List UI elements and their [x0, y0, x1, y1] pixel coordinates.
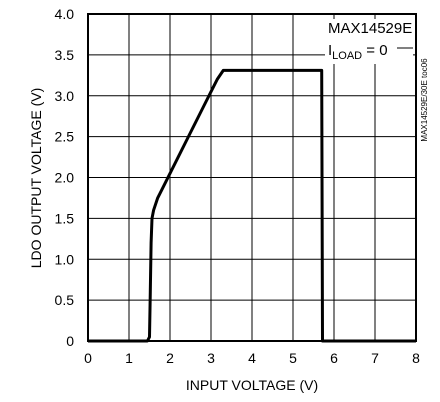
x-tick-label: 6: [330, 350, 338, 366]
x-tick-label: 7: [371, 350, 379, 366]
y-tick-label: 3.0: [55, 88, 75, 104]
x-tick-label: 3: [207, 350, 215, 366]
x-tick-label: 0: [84, 350, 92, 366]
y-axis-label: LDO OUTPUT VOLTAGE (V): [28, 88, 44, 268]
y-tick-label: 2.0: [55, 170, 75, 186]
condition-main: I: [328, 42, 332, 59]
x-axis-label: INPUT VOLTAGE (V): [186, 377, 318, 393]
annotation-part: MAX14529E: [328, 20, 412, 37]
condition-sub: LOAD: [332, 50, 362, 62]
y-tick-label: 2.5: [55, 129, 75, 145]
figure-code: MAX14529E/30E toc06: [420, 58, 429, 142]
y-tick-label: 4.0: [55, 6, 75, 22]
y-tick-label: 1.0: [55, 251, 75, 267]
series-line: [88, 68, 416, 343]
y-tick-label: 0.5: [55, 292, 75, 308]
plot-frame: [87, 13, 417, 342]
y-tick-label: 3.5: [55, 47, 75, 63]
x-tick-label: 1: [125, 350, 133, 366]
x-tick-label: 5: [289, 350, 297, 366]
y-tick-labels: 0 0.5 1.0 1.5 2.0 2.5 3.0 3.5 4.0: [55, 6, 75, 349]
condition-rest: = 0: [362, 42, 387, 59]
annotation-background: [325, 19, 413, 64]
x-tick-label: 8: [412, 350, 420, 366]
annotation-condition: ILOAD = 0: [328, 42, 388, 62]
x-tick-label: 2: [166, 350, 174, 366]
y-tick-label: 0: [66, 333, 74, 349]
y-tick-label: 1.5: [55, 210, 75, 226]
x-tick-label: 4: [248, 350, 256, 366]
x-tick-labels: 0 1 2 3 4 5 6 7 8: [84, 350, 420, 366]
